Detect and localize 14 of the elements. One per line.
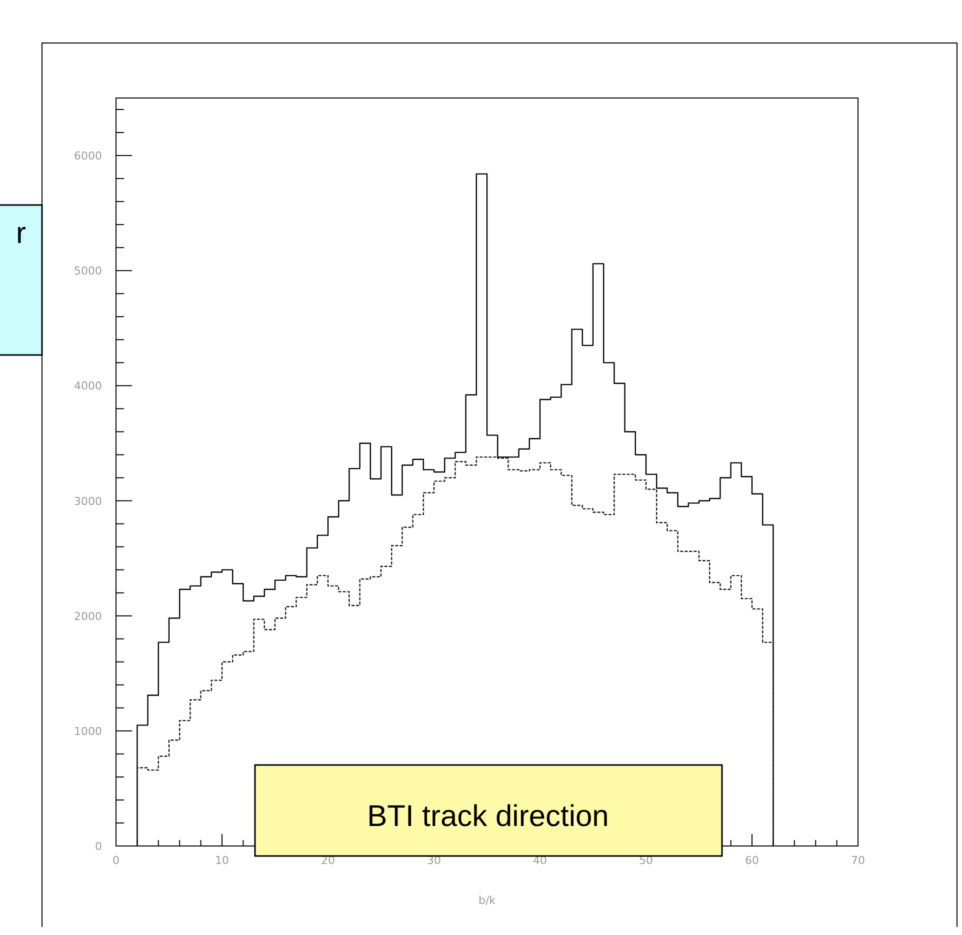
y-tick-label: 0 <box>95 840 102 853</box>
x-tick-label: 10 <box>215 854 229 867</box>
x-tick-label: 60 <box>745 854 759 867</box>
x-tick-label: 70 <box>851 854 865 867</box>
y-tick-label: 4000 <box>74 380 102 393</box>
y-tick-label: 3000 <box>74 494 102 508</box>
y-tick-label: 1000 <box>74 724 102 738</box>
x-axis-title: b/k <box>478 894 496 907</box>
text: r <box>16 217 26 250</box>
annotation: BTI track direction <box>367 800 609 833</box>
y-tick-label: 5000 <box>74 264 102 278</box>
y-tick-label: 6000 <box>74 150 102 163</box>
x-tick-label: 0 <box>112 854 120 867</box>
y-tick-label: 2000 <box>74 610 102 623</box>
